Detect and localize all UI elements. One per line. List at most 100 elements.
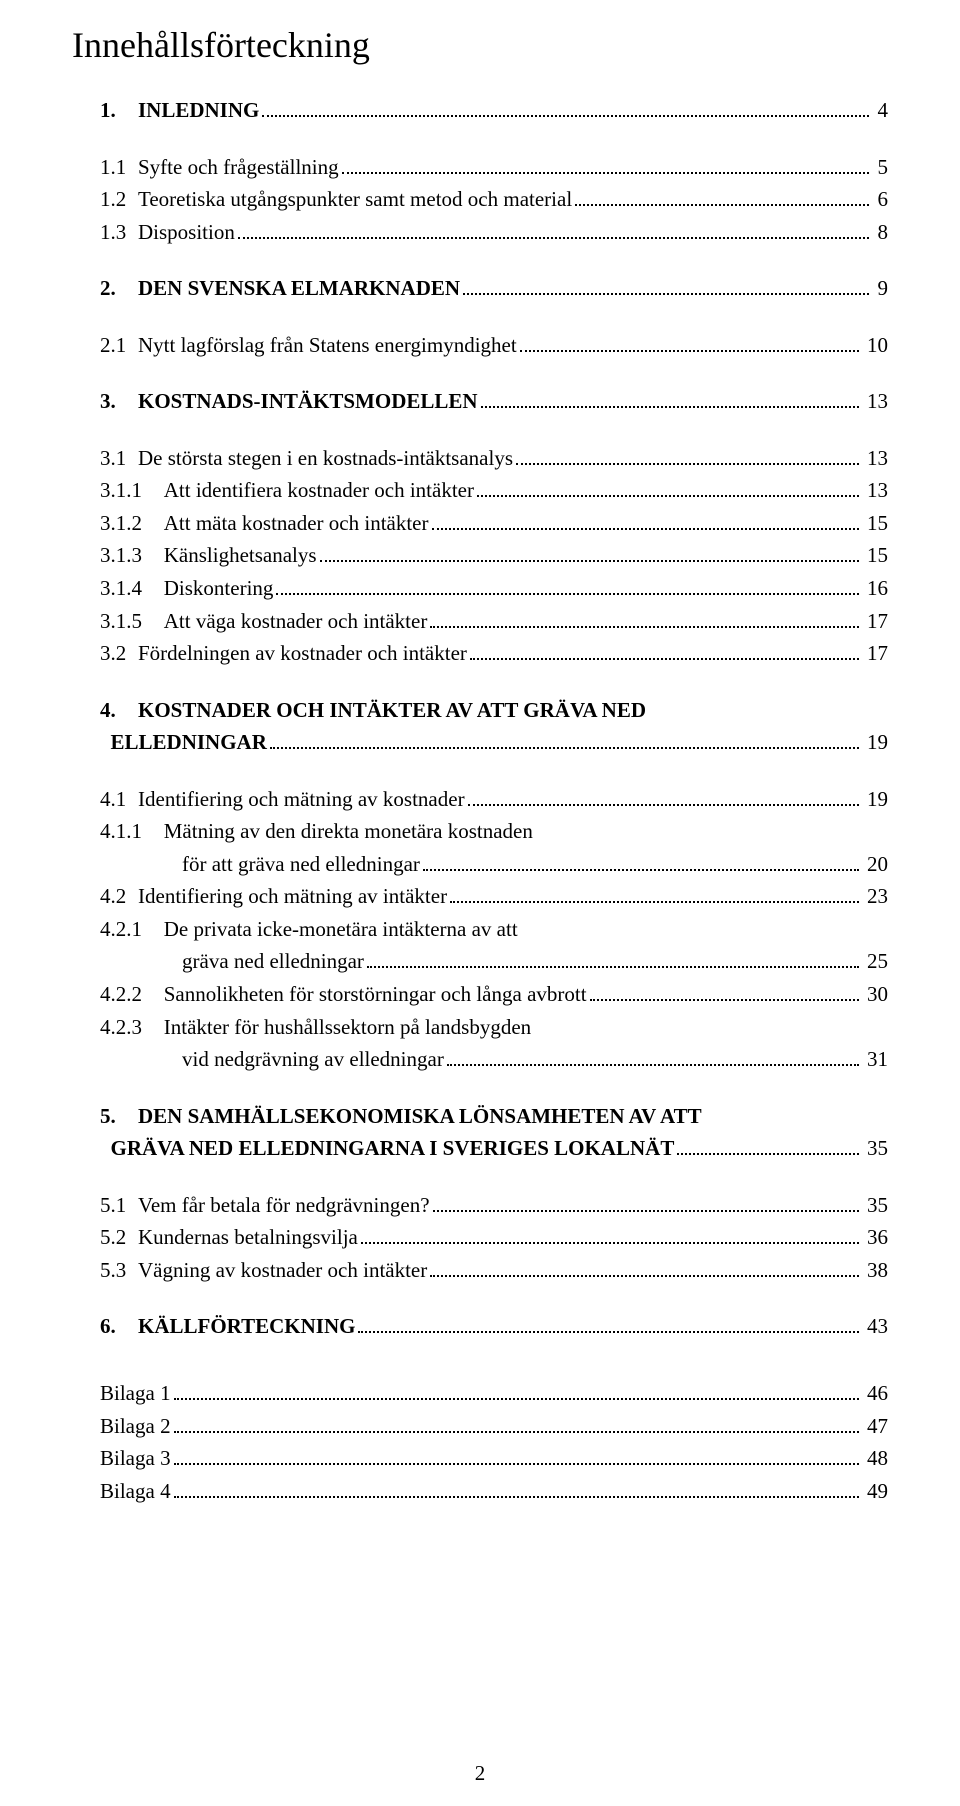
toc-entry-number: 4.2 xyxy=(100,880,138,913)
toc-entry-page: 4 xyxy=(872,94,888,127)
toc-entry: Bilaga 3 48 xyxy=(72,1442,888,1475)
toc-entry-page: 35 xyxy=(862,1189,888,1222)
toc-entry-label: Intäkter för hushållssektorn på landsbyg… xyxy=(164,1011,531,1044)
toc-leader-dots xyxy=(677,1134,858,1155)
toc-entry-label: KÄLLFÖRTECKNING xyxy=(138,1310,355,1343)
toc-entry-label: Att väga kostnader och intäkter xyxy=(164,605,428,638)
toc-leader-dots xyxy=(447,1045,859,1066)
toc-entry-number: 2. xyxy=(100,272,138,305)
toc-leader-dots xyxy=(342,153,870,174)
toc-entry-number xyxy=(100,1132,111,1165)
toc-entry-page: 43 xyxy=(862,1310,888,1343)
toc-gap xyxy=(72,361,888,385)
toc-entry: 5.3 Vägning av kostnader och intäkter 38 xyxy=(72,1254,888,1287)
toc-entry: 5.1 Vem får betala för nedgrävningen? 35 xyxy=(72,1189,888,1222)
toc-entry-page: 5 xyxy=(872,151,888,184)
toc-entry-label: Bilaga 3 xyxy=(100,1442,171,1475)
toc-entry-page: 13 xyxy=(862,474,888,507)
toc-entry-page: 25 xyxy=(862,945,888,978)
toc-entry-page: 20 xyxy=(862,848,888,881)
toc-entry-number: 6. xyxy=(100,1310,138,1343)
toc-entry-page: 15 xyxy=(862,507,888,540)
toc-entry-page: 30 xyxy=(862,978,888,1011)
toc-entry: Bilaga 4 49 xyxy=(72,1475,888,1508)
toc-gap xyxy=(72,1343,888,1377)
toc-entry: 3.2 Fördelningen av kostnader och intäkt… xyxy=(72,637,888,670)
toc-leader-dots xyxy=(433,1191,859,1212)
toc-entry: 4.1.1 Mätning av den direkta monetära ko… xyxy=(72,815,888,848)
toc-entry: 3.1.2 Att mäta kostnader och intäkter 15 xyxy=(72,507,888,540)
toc-leader-dots xyxy=(358,1313,858,1334)
toc-entry-number: 5.2 xyxy=(100,1221,138,1254)
toc-entry-number: 4.2.3 xyxy=(100,1011,164,1044)
toc-entry: 2.1 Nytt lagförslag från Statens energim… xyxy=(72,329,888,362)
toc-entry-page: 19 xyxy=(862,783,888,816)
toc-entry: ELLEDNINGAR 19 xyxy=(72,726,888,759)
toc-leader-dots xyxy=(174,1379,859,1400)
toc-entry-label: Syfte och frågeställning xyxy=(138,151,339,184)
toc-entry-page: 6 xyxy=(872,183,888,216)
toc-entry-label: De största stegen i en kostnads-intäktsa… xyxy=(138,442,513,475)
page-title: Innehållsförteckning xyxy=(72,24,888,66)
toc-leader-dots xyxy=(262,96,869,117)
toc-gap xyxy=(72,1286,888,1310)
toc-entry-label: DEN SVENSKA ELMARKNADEN xyxy=(138,272,460,305)
toc-entry-number: 5.1 xyxy=(100,1189,138,1222)
toc-entry-label: Identifiering och mätning av kostnader xyxy=(138,783,465,816)
toc-entry: 1.3 Disposition 8 xyxy=(72,216,888,249)
toc-leader-dots xyxy=(450,883,859,904)
toc-entry-number: 3.1.4 xyxy=(100,572,164,605)
toc-entry-page: 13 xyxy=(862,385,888,418)
toc-entry: 4.2 Identifiering och mätning av intäkte… xyxy=(72,880,888,913)
toc-entry-page: 47 xyxy=(862,1410,888,1443)
toc-entry-page: 10 xyxy=(862,329,888,362)
toc-entry-page: 38 xyxy=(862,1254,888,1287)
toc-entry-number: 5.3 xyxy=(100,1254,138,1287)
toc-leader-dots xyxy=(481,387,859,408)
toc-gap xyxy=(72,305,888,329)
toc-entry-label: Teoretiska utgångspunkter samt metod och… xyxy=(138,183,572,216)
toc-entry-label: Bilaga 4 xyxy=(100,1475,171,1508)
toc-entry-label: Diskontering xyxy=(164,572,274,605)
toc-entry-number: 4.2.1 xyxy=(100,913,164,946)
toc-entry-number: 3.1.3 xyxy=(100,539,164,572)
toc-entry-number: 1.3 xyxy=(100,216,138,249)
toc-entry: 3.1.5 Att väga kostnader och intäkter 17 xyxy=(72,605,888,638)
toc-entry: 1.1 Syfte och frågeställning 5 xyxy=(72,151,888,184)
toc-entry-number: 4. xyxy=(100,694,138,727)
toc-entry: 4.2.2 Sannolikheten för storstörningar o… xyxy=(72,978,888,1011)
toc-entry-page: 13 xyxy=(862,442,888,475)
toc-leader-dots xyxy=(477,476,859,497)
toc-entry: 1.INLEDNING 4 xyxy=(72,94,888,127)
toc-entry: 5.2 Kundernas betalningsvilja 36 xyxy=(72,1221,888,1254)
toc-entry-label: Nytt lagförslag från Statens energimyndi… xyxy=(138,329,517,362)
toc-page: Innehållsförteckning 1.INLEDNING 4 1.1 Sy… xyxy=(0,0,960,1806)
toc-entry: vid nedgrävning av elledningar 31 xyxy=(72,1043,888,1076)
toc-entry-label: Mätning av den direkta monetära kostnade… xyxy=(164,815,533,848)
toc-leader-dots xyxy=(367,948,859,969)
toc-entry-label: Sannolikheten för storstörningar och lån… xyxy=(164,978,587,1011)
toc-entry-page: 46 xyxy=(862,1377,888,1410)
toc-leader-dots xyxy=(590,980,859,1001)
toc-leader-dots xyxy=(174,1412,859,1433)
toc-entry-page: 16 xyxy=(862,572,888,605)
toc-entry-number: 4.1.1 xyxy=(100,815,164,848)
toc-gap xyxy=(72,418,888,442)
toc-entry-label: GRÄVA NED ELLEDNINGARNA I SVERIGES LOKAL… xyxy=(111,1132,675,1165)
toc-entry-number: 3.1.1 xyxy=(100,474,164,507)
toc-leader-dots xyxy=(470,639,859,660)
toc-entry-number: 5. xyxy=(100,1100,138,1133)
toc-gap xyxy=(72,1076,888,1100)
toc-entry-label: Bilaga 1 xyxy=(100,1377,171,1410)
toc-entry-number: 1.1 xyxy=(100,151,138,184)
toc-gap xyxy=(72,1165,888,1189)
toc-entry-page: 15 xyxy=(862,539,888,572)
page-number: 2 xyxy=(0,1761,960,1786)
toc-entry: 3.1.4 Diskontering 16 xyxy=(72,572,888,605)
toc-entry-number: 3.2 xyxy=(100,637,138,670)
toc-entry-label: De privata icke-monetära intäkterna av a… xyxy=(164,913,518,946)
toc-entry-number: 4.1 xyxy=(100,783,138,816)
toc-entry-label: INLEDNING xyxy=(138,94,259,127)
toc-leader-dots xyxy=(174,1477,859,1498)
toc-entry: 3.1.3 Känslighetsanalys 15 xyxy=(72,539,888,572)
